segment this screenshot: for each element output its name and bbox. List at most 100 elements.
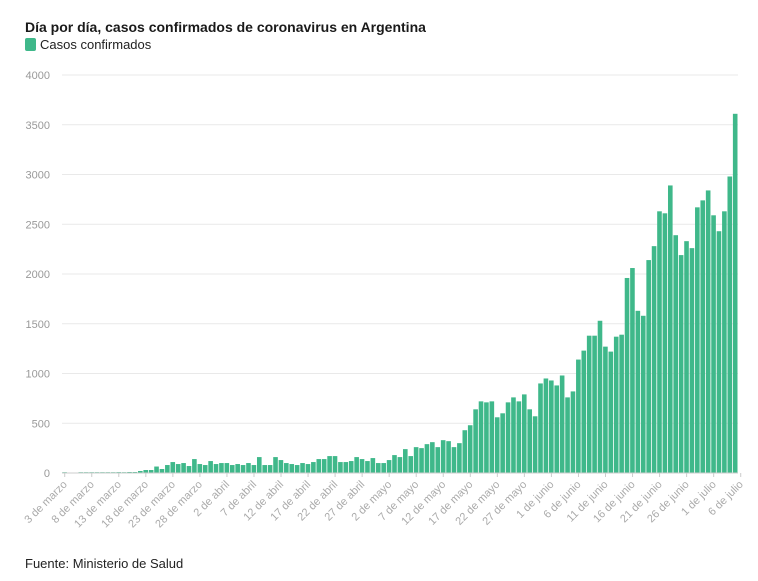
bar (494, 417, 500, 473)
y-tick-label: 1500 (26, 319, 50, 331)
bar (630, 268, 635, 473)
bar (332, 456, 338, 473)
bar (170, 462, 176, 473)
bar (175, 464, 181, 473)
bar (727, 176, 733, 474)
y-tick-label: 2000 (26, 269, 50, 281)
bar (597, 320, 603, 473)
bar (700, 200, 706, 473)
bar (640, 315, 646, 473)
bar (695, 207, 700, 473)
bar (348, 461, 354, 473)
bar (678, 255, 684, 473)
bar (619, 334, 624, 473)
bar (154, 466, 159, 473)
source-note: Fuente: Ministerio de Salud (25, 556, 184, 571)
bar (294, 465, 300, 473)
bar (256, 457, 262, 473)
bar (397, 457, 403, 473)
bar (646, 260, 651, 473)
bar (321, 459, 327, 473)
bar (305, 464, 311, 473)
bar (473, 409, 478, 473)
y-tick-label: 3500 (26, 120, 50, 132)
bar (554, 385, 560, 473)
bar (500, 413, 505, 473)
bar (143, 470, 149, 473)
bar (478, 401, 484, 473)
bar (354, 457, 359, 473)
bar (359, 459, 365, 473)
bar (662, 213, 668, 473)
bar (273, 457, 278, 473)
bar (413, 447, 419, 473)
bar (159, 469, 165, 473)
bar (732, 113, 738, 474)
bar (424, 444, 430, 473)
chart-legend: Casos confirmados (25, 37, 151, 52)
bar (403, 449, 408, 473)
bar (592, 335, 597, 473)
bar (138, 471, 143, 473)
bar (559, 375, 565, 473)
bars (62, 113, 738, 474)
bar (673, 235, 679, 473)
bar (262, 465, 268, 473)
bar (684, 241, 689, 473)
bar (284, 463, 289, 473)
bar (651, 246, 657, 473)
bar (300, 463, 305, 473)
bar (667, 185, 673, 473)
bar (527, 409, 532, 473)
bar (235, 464, 240, 473)
bar (251, 465, 257, 473)
bar (505, 402, 511, 473)
bar (208, 461, 213, 473)
bar (576, 359, 581, 473)
bar-chart: 0 500 1000 1500 2000 2500 3000 3500 4000 3 de ma… (22, 70, 746, 530)
y-tick-label: 1000 (26, 369, 50, 381)
bar (570, 391, 576, 473)
bar (229, 465, 235, 473)
bar (581, 350, 587, 473)
bar (267, 465, 273, 473)
y-tick-label: 0 (44, 468, 50, 480)
bar (484, 402, 489, 473)
bar (462, 430, 468, 473)
bar (240, 465, 246, 473)
y-axis-ticks: 0 500 1000 1500 2000 2500 3000 3500 4000 (26, 70, 50, 480)
bar (532, 416, 538, 473)
bar (603, 346, 608, 473)
bar (327, 456, 332, 473)
bar (511, 397, 516, 473)
bar (565, 397, 570, 473)
bar (586, 335, 592, 473)
bar (224, 463, 230, 473)
bar (516, 401, 522, 473)
bar (419, 448, 424, 473)
bar (197, 464, 203, 473)
bar (451, 447, 457, 473)
bar (543, 378, 549, 473)
bar (608, 351, 614, 473)
bar (446, 441, 451, 473)
legend-label: Casos confirmados (40, 37, 152, 52)
bar (148, 470, 154, 473)
bar (657, 211, 662, 473)
bar (278, 460, 284, 473)
bar (246, 463, 251, 473)
bar (711, 215, 716, 474)
bar (365, 461, 370, 473)
bar (202, 465, 208, 473)
bar (521, 394, 527, 473)
bar (375, 463, 381, 473)
bar (457, 443, 462, 473)
bar (219, 463, 224, 473)
bar (343, 462, 349, 473)
y-tick-label: 4000 (26, 70, 50, 82)
bar (549, 380, 554, 473)
bar (613, 336, 619, 473)
bar (467, 425, 473, 473)
bar (489, 401, 495, 473)
